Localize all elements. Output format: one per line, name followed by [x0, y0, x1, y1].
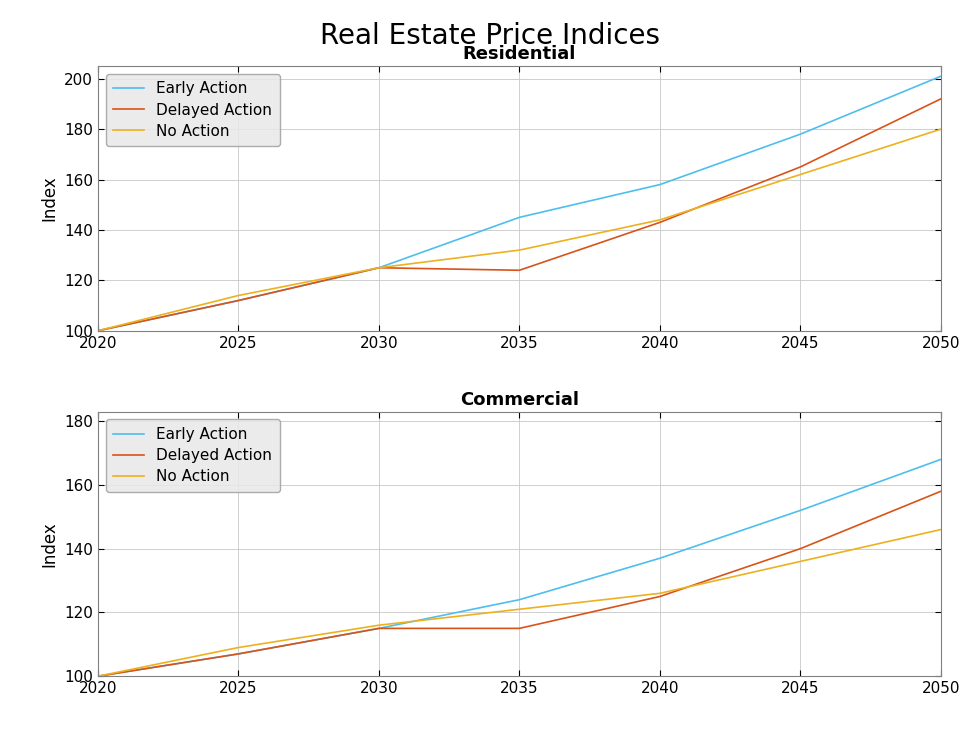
Title: Residential: Residential — [463, 46, 576, 63]
Delayed Action — [935, 95, 947, 104]
Early Action — [935, 72, 947, 81]
Early Action — [514, 213, 525, 222]
No Action — [373, 621, 385, 630]
No Action — [92, 672, 104, 681]
Line: No Action: No Action — [98, 129, 941, 331]
No Action — [935, 525, 947, 534]
No Action — [92, 326, 104, 335]
No Action — [232, 643, 244, 652]
Early Action — [232, 650, 244, 659]
Delayed Action — [654, 218, 665, 227]
Y-axis label: Index: Index — [40, 176, 59, 221]
Delayed Action — [935, 487, 947, 495]
Delayed Action — [795, 545, 807, 553]
Early Action — [654, 554, 665, 563]
Early Action — [795, 130, 807, 139]
Line: Delayed Action: Delayed Action — [98, 491, 941, 676]
Delayed Action — [795, 162, 807, 171]
Delayed Action — [92, 672, 104, 681]
No Action — [795, 170, 807, 179]
No Action — [514, 605, 525, 614]
Delayed Action — [514, 266, 525, 275]
No Action — [795, 557, 807, 566]
Early Action — [514, 595, 525, 604]
Line: Early Action: Early Action — [98, 76, 941, 331]
Early Action — [232, 296, 244, 305]
Delayed Action — [514, 624, 525, 633]
Line: Early Action: Early Action — [98, 459, 941, 676]
No Action — [654, 589, 665, 598]
Early Action — [795, 506, 807, 514]
Early Action — [935, 455, 947, 464]
Delayed Action — [92, 326, 104, 335]
Legend: Early Action, Delayed Action, No Action: Early Action, Delayed Action, No Action — [106, 74, 279, 146]
No Action — [935, 125, 947, 134]
Early Action — [373, 263, 385, 272]
No Action — [232, 291, 244, 300]
Legend: Early Action, Delayed Action, No Action: Early Action, Delayed Action, No Action — [106, 419, 279, 492]
No Action — [654, 215, 665, 224]
Delayed Action — [232, 296, 244, 305]
Title: Commercial: Commercial — [460, 391, 579, 409]
Delayed Action — [654, 592, 665, 601]
Early Action — [373, 624, 385, 633]
Line: No Action: No Action — [98, 529, 941, 676]
Early Action — [92, 672, 104, 681]
Early Action — [92, 326, 104, 335]
Delayed Action — [232, 650, 244, 659]
Delayed Action — [373, 624, 385, 633]
Text: Real Estate Price Indices: Real Estate Price Indices — [320, 22, 660, 50]
Delayed Action — [373, 263, 385, 272]
No Action — [514, 245, 525, 254]
Early Action — [654, 180, 665, 189]
No Action — [373, 263, 385, 272]
Line: Delayed Action: Delayed Action — [98, 99, 941, 331]
Y-axis label: Index: Index — [40, 521, 59, 567]
